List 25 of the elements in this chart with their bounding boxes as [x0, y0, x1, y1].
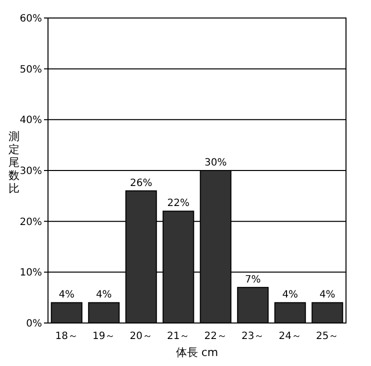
data-label: 26%	[130, 178, 152, 189]
x-tick-label: 23～	[242, 331, 264, 342]
x-tick-label: 18～	[55, 331, 78, 342]
data-label: 7%	[244, 274, 261, 286]
y-tick-label: 60%	[20, 14, 42, 24]
x-tick-label: 22～	[204, 331, 227, 342]
x-tick-label: 20～	[130, 331, 152, 342]
data-label: 30%	[204, 158, 227, 168]
y-axis-title: 測定尾数比	[8, 130, 20, 195]
y-tick-label: 40%	[20, 115, 42, 126]
data-label: 4%	[58, 290, 75, 301]
y-tick-label: 30%	[20, 166, 42, 177]
x-tick-label: 25～	[316, 331, 339, 342]
y-tick-label: 0%	[26, 318, 42, 330]
y-tick-label: 50%	[20, 64, 42, 76]
data-label: 4%	[282, 290, 298, 301]
data-label: 4%	[96, 290, 112, 301]
y-tick-label: 10%	[20, 268, 42, 279]
x-axis-title: 体長 cm	[176, 346, 218, 359]
x-tick-label: 19～	[92, 331, 116, 342]
x-tick-label: 24～	[278, 331, 302, 342]
y-tick-label: 20%	[20, 216, 42, 228]
x-tick-label: 21～	[167, 331, 190, 342]
data-label: 4%	[319, 290, 336, 301]
data-label: 22%	[167, 198, 190, 210]
